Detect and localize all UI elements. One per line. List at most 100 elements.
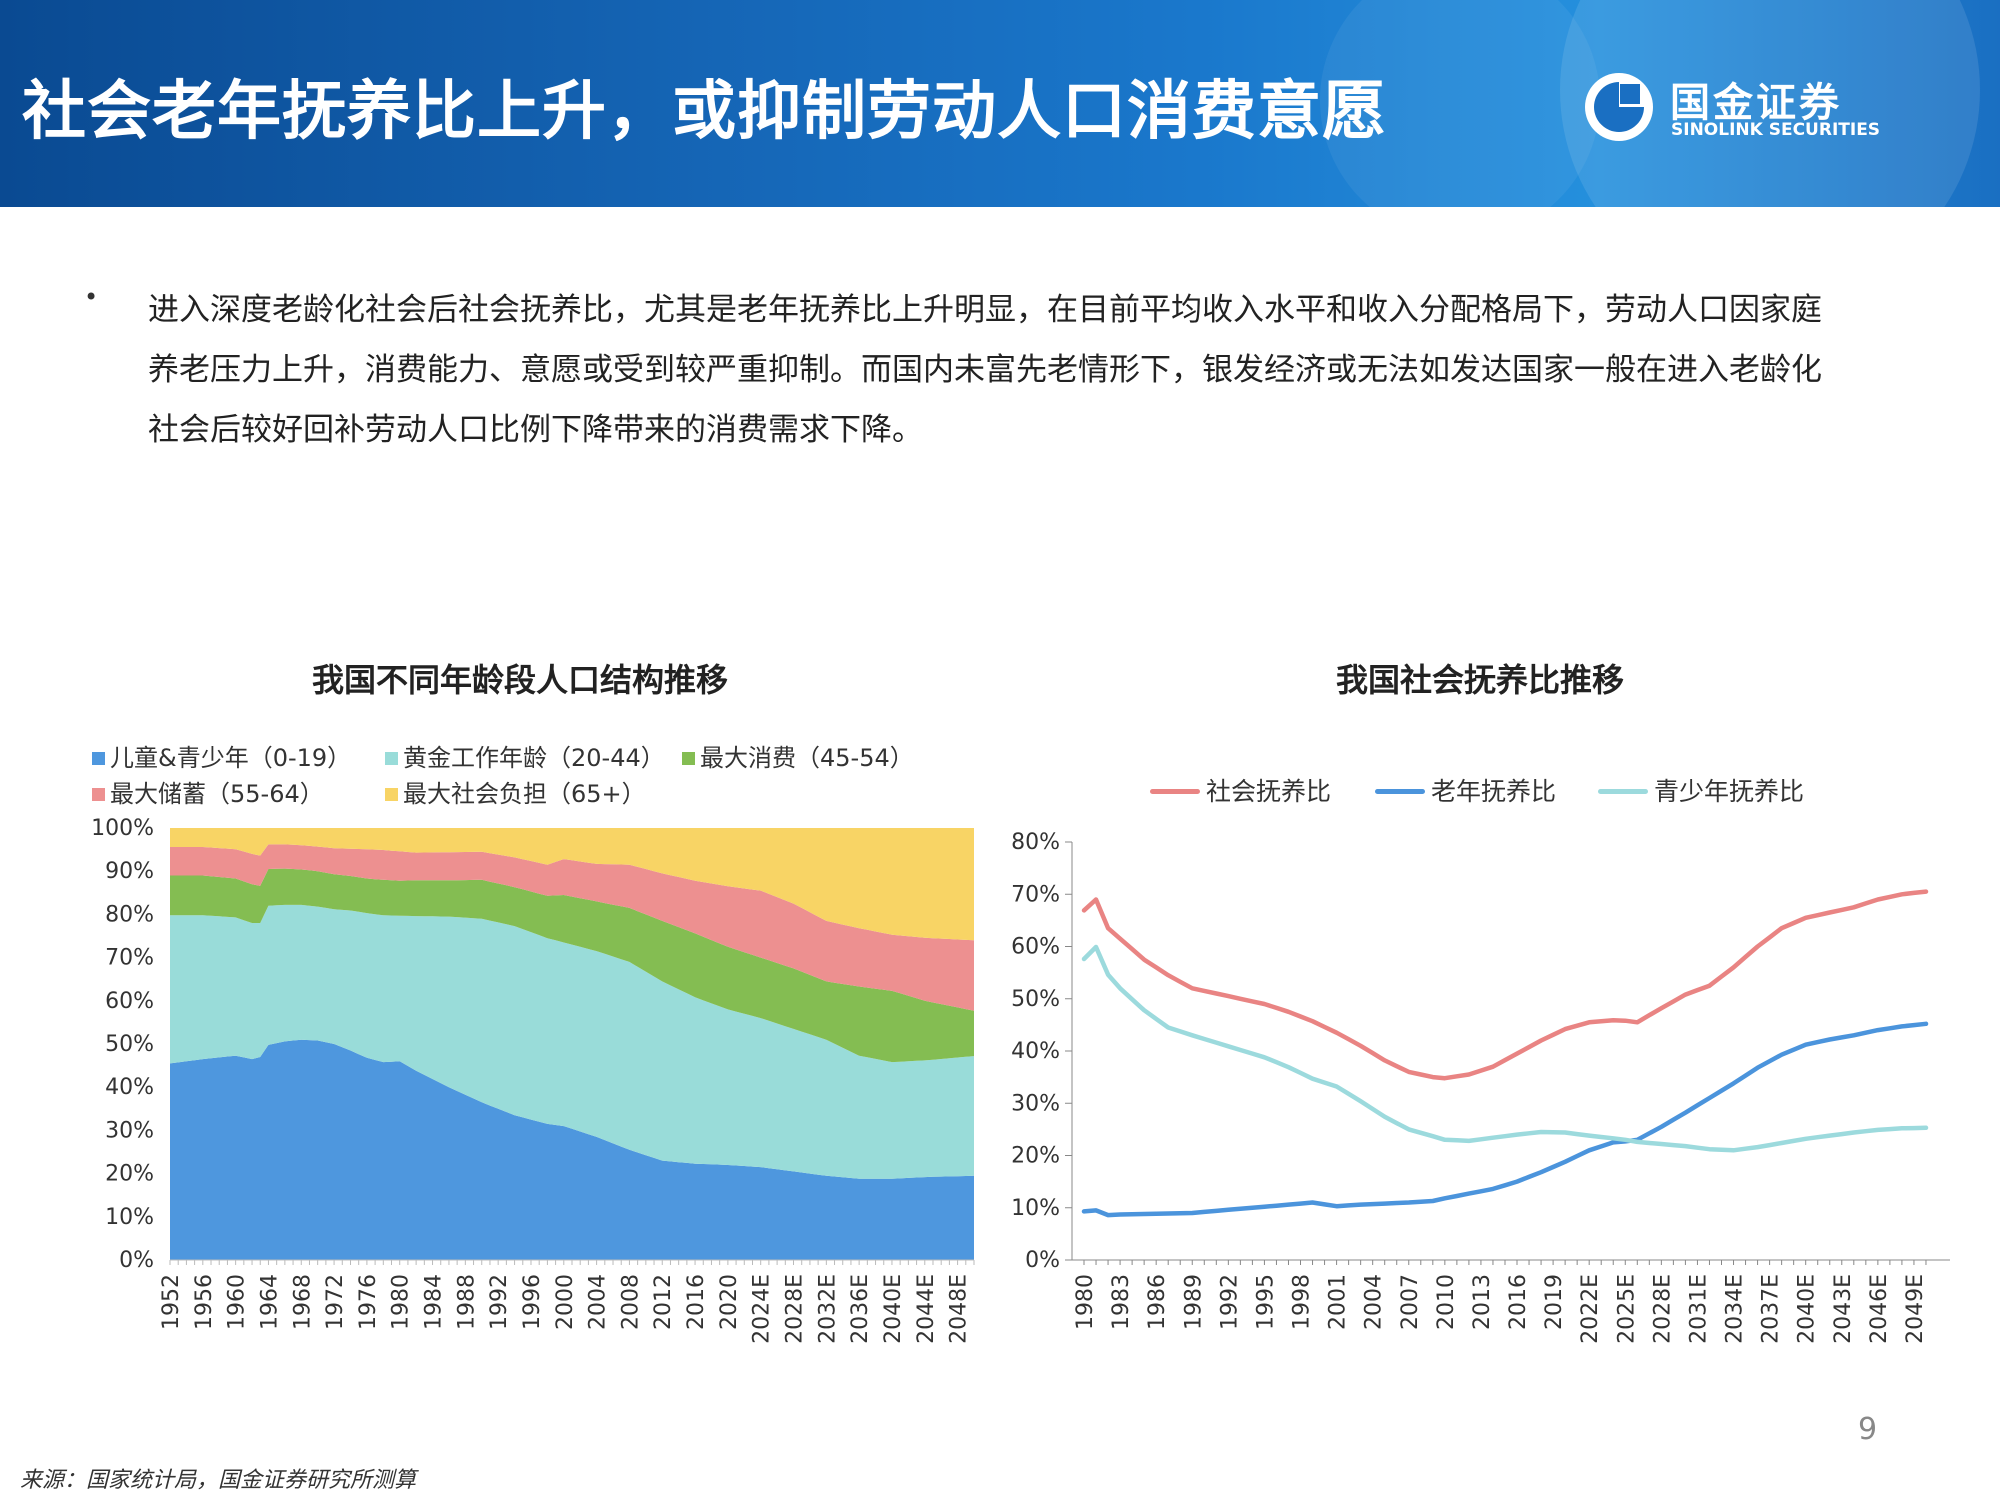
x-tick-label: 1992 [1217,1274,1242,1330]
page-title: 社会老年抚养比上升，或抑制劳动人口消费意愿 [22,75,1387,149]
y-tick-label: 0% [1025,1248,1060,1273]
chart-title-dependency-ratio: 我国社会抚养比推移 [1335,661,1624,699]
x-tick-label: 1968 [290,1274,315,1330]
y-tick-label: 90% [105,859,154,884]
x-tick-label: 2022E [1578,1274,1603,1344]
area-series-max_savings [170,844,974,1011]
x-tick-label: 2037E [1759,1274,1784,1344]
x-tick-label: 2040E [881,1274,906,1344]
area-series-young_workers [170,904,974,1179]
y-tick-label: 60% [1011,935,1060,960]
legend-swatch [92,788,105,801]
bullet-marker: • [84,283,99,311]
x-tick-label: 2016 [1506,1274,1531,1330]
area-series-child [170,1039,974,1260]
x-tick-label: 2012 [651,1274,676,1330]
x-tick-label: 2010 [1434,1274,1459,1330]
x-tick-label: 1956 [192,1274,217,1330]
line-series-youth [1081,944,1929,1153]
x-tick-label: 2028E [783,1274,808,1344]
y-tick-label: 20% [105,1162,154,1187]
y-tick-label: 70% [1011,882,1060,907]
x-tick-label: 1972 [323,1274,348,1330]
legend-line [1598,789,1648,794]
y-tick-label: 100% [91,816,154,841]
x-tick-label: 2001 [1326,1274,1351,1330]
legend-label: 最大消费（45-54） [700,744,914,772]
x-tick-label: 1960 [225,1274,250,1330]
x-tick-label: 1986 [1145,1274,1170,1330]
x-tick-label: 2000 [553,1274,578,1330]
x-tick-label: 1976 [356,1274,381,1330]
x-tick-label: 2049E [1903,1274,1928,1344]
legend-item-elderly: 老年抚养比 [1375,772,1556,808]
banner-decoration [1320,0,1600,207]
x-tick-label: 1983 [1109,1274,1134,1330]
source-note: 来源：国家统计局，国金证券研究所测算 [20,1468,417,1493]
legend-item-child: 儿童&青少年（0-19） [92,738,351,773]
legend-item-max-savings: 最大储蓄（55-64） [92,774,324,809]
x-tick-label: 1998 [1290,1274,1315,1330]
x-tick-label: 2032E [815,1274,840,1344]
x-tick-label: 1992 [487,1274,512,1330]
legend-label: 最大社会负担（65+） [403,780,646,808]
x-tick-label: 1980 [389,1274,414,1330]
chart-title-population-structure: 我国不同年龄段人口结构推移 [311,661,728,699]
x-tick-label: 2024E [750,1274,775,1344]
x-tick-label: 2016 [684,1274,709,1330]
y-tick-label: 50% [105,1032,154,1057]
y-tick-label: 20% [1011,1144,1060,1169]
y-tick-label: 60% [105,989,154,1014]
x-tick-label: 2028E [1650,1274,1675,1344]
x-tick-label: 2019 [1542,1274,1567,1330]
header-banner: 社会老年抚养比上升，或抑制劳动人口消费意愿 国金证券 SINOLINK SECU… [0,0,2000,207]
legend-label: 老年抚养比 [1431,777,1557,806]
legend-label: 社会抚养比 [1206,777,1332,806]
x-tick-label: 2034E [1723,1274,1748,1344]
y-tick-label: 50% [1011,987,1060,1012]
x-tick-label: 1988 [454,1274,479,1330]
x-tick-label: 2043E [1831,1274,1856,1344]
legend-line [1150,789,1200,794]
x-tick-label: 2025E [1614,1274,1639,1344]
legend-item-max-consumption: 最大消费（45-54） [682,738,914,773]
area-series-max_consumption [170,868,974,1063]
legend-item-social: 社会抚养比 [1150,772,1331,808]
x-tick-label: 2020 [717,1274,742,1330]
legend-label: 黄金工作年龄（20-44） [403,744,665,772]
x-tick-label: 1996 [520,1274,545,1330]
x-tick-label: 1964 [257,1274,282,1330]
x-tick-label: 2046E [1867,1274,1892,1344]
chart-dependency-ratio: 0% 10% 20% 30% 40% 50% 60% 70% 80% 1980 1983 1986 19… [1011,830,1950,1344]
x-tick-label: 2008 [618,1274,643,1330]
legend-item-young-workers: 黄金工作年龄（20-44） [385,738,665,773]
bullet-text: 进入深度老龄化社会后社会抚养比，尤其是老年抚养比上升明显，在目前平均收入水平和收… [148,292,1822,448]
y-tick-label: 40% [105,1075,154,1100]
legend-swatch [385,752,398,765]
line-series-social [1081,889,1929,1081]
x-tick-label: 2004 [1362,1274,1387,1330]
y-tick-label: 10% [105,1205,154,1230]
legend-label: 儿童&青少年（0-19） [110,744,352,772]
x-tick-label: 2031E [1686,1274,1711,1344]
x-tick-label: 1984 [422,1274,447,1330]
x-tick-label: 2013 [1470,1274,1495,1330]
x-tick-label: 1980 [1073,1274,1098,1330]
y-tick-label: 30% [1011,1091,1060,1116]
legend-swatch [385,788,398,801]
legend-line [1375,789,1425,794]
y-tick-label: 40% [1011,1039,1060,1064]
y-tick-label: 0% [119,1248,154,1273]
logo-mark-icon [1585,73,1653,141]
x-tick-label: 1989 [1181,1274,1206,1330]
logo-cn-text: 国金证券 [1670,80,1842,126]
area-series-max_social_burden [170,828,974,941]
legend-item-youth: 青少年抚养比 [1598,772,1804,808]
page-number: 9 [1858,1412,1878,1447]
legend-label: 最大储蓄（55-64） [110,780,324,808]
x-tick-label: 1952 [159,1274,184,1330]
company-logo: 国金证券 SINOLINK SECURITIES [1580,68,1920,148]
x-tick-label: 1995 [1253,1274,1278,1330]
y-tick-label: 10% [1011,1196,1060,1221]
x-tick-label: 2004 [586,1274,611,1330]
